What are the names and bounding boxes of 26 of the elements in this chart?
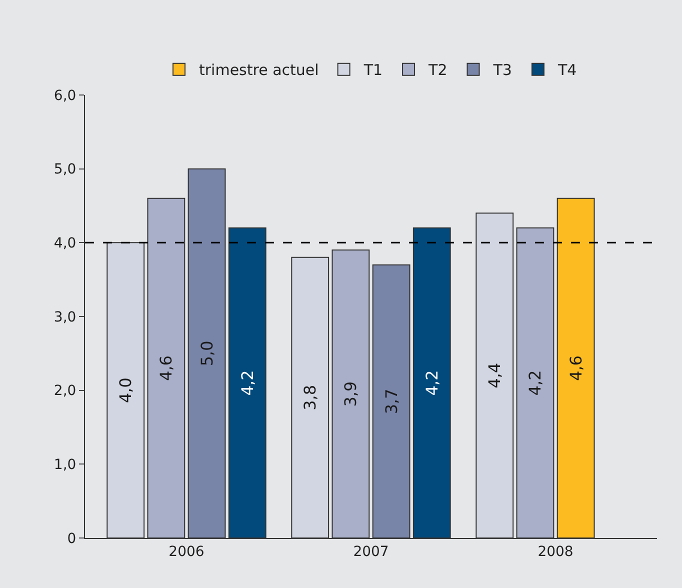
data-label: 4,2 (526, 370, 545, 396)
y-tick-label: 0 (67, 530, 76, 547)
y-tick-label: 5,0 (54, 162, 76, 178)
legend-label: T3 (492, 61, 512, 80)
data-label: 3,8 (300, 384, 320, 410)
y-tick-label: 4,0 (54, 236, 76, 252)
data-label: 5,0 (197, 340, 216, 366)
x-tick-label: 2008 (538, 544, 574, 560)
legend-label: trimestre actuel (199, 61, 319, 80)
legend-label: T1 (362, 61, 383, 80)
data-label: 4,4 (485, 362, 504, 388)
y-tick-label: 1,0 (54, 457, 76, 474)
x-tick-label: 2007 (353, 544, 389, 560)
data-label: 4,2 (238, 370, 257, 396)
data-label: 3,9 (341, 381, 360, 407)
data-label: 4,0 (116, 378, 136, 404)
y-tick-label: 2,0 (54, 383, 76, 400)
data-label: 4,6 (156, 355, 176, 381)
legend-label: T2 (428, 61, 448, 80)
data-label: 4,6 (566, 355, 586, 381)
legend-label: T4 (556, 61, 577, 80)
data-label: 4,2 (422, 370, 442, 396)
y-tick-label: 3,0 (54, 309, 76, 326)
data-label: 3,7 (382, 388, 401, 414)
y-tick-label: 6,0 (54, 88, 76, 104)
x-tick-label: 2006 (168, 544, 204, 560)
